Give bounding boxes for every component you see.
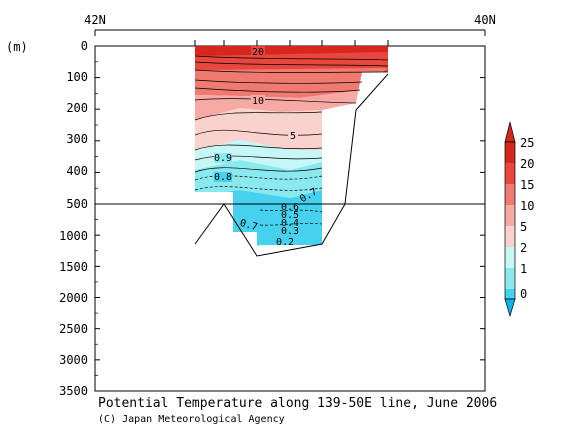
contour-label-bg [288,130,298,140]
colorbar-swatch [505,205,515,226]
contour-label-10: 10 [252,96,264,107]
y-tick-label: 1000 [59,229,88,243]
chart-title: Potential Temperature along 139-50E line… [98,396,497,411]
colorbar: 25 20 15 10 5 2 1 0 [504,121,534,318]
fill-band-20 [195,52,388,72]
fill-band-1 [195,160,322,198]
contour-label-bg [214,172,232,182]
contour-line [194,186,323,191]
fill-band-10 [195,90,362,120]
contour-label-0.8: 0.8 [214,172,232,183]
contour-line [194,111,323,121]
colorbar-label: 25 [520,136,534,150]
contour-line [194,87,361,93]
contour-label-0.2: 0.2 [276,237,294,248]
contour-label-bg [214,153,232,163]
colorbar-label: 10 [520,199,534,213]
colorbar-swatch [505,163,515,184]
y-tick-label: 2000 [59,291,88,305]
contour-label-0.6: 0.6 [281,202,299,213]
axis-ticks [94,30,486,392]
contour-label-bg [251,95,265,105]
colorbar-label: 5 [520,220,527,234]
contour-label-0.4: 0.4 [281,218,299,229]
y-tick-label: 2500 [59,322,88,336]
colorbar-swatch [505,142,515,163]
colorbar-swatch [505,268,515,289]
contour-label-0.7: 0.7 [239,218,259,233]
contour-line [194,61,389,67]
y-tick-label: 3500 [59,384,88,398]
contour-line [194,79,363,84]
contour-label-5: 5 [290,131,296,142]
contour-label-0.5: 0.5 [281,210,299,221]
credit-line: (C) Japan Meteorological Agency [98,414,285,425]
colorbar-bottom-arrow [504,298,516,318]
colorbar-swatch [505,184,515,205]
contour-line [194,55,389,61]
contour-line [259,209,323,213]
colorbar-swatch [505,247,515,268]
y-tick-label: 300 [66,132,88,146]
colorbar-top-arrow [504,121,516,143]
y-tick-label: 100 [66,70,88,84]
y-tick-label: 3000 [59,353,88,367]
station-markers [194,40,389,46]
contour-line [194,155,323,161]
colorbar-label: 0 [520,287,527,301]
contour-label-0.9: 0.9 [214,153,232,164]
colorbar-label: 15 [520,178,534,192]
y-tick-label: 400 [66,164,88,178]
contour-line [194,129,323,136]
y-tick-label: 1500 [59,260,88,274]
contour-line [194,167,323,173]
colorbar-label: 1 [520,262,527,276]
contour-line [194,69,389,73]
contour-lines [194,55,389,226]
lat-label-42n: 42N [84,13,106,27]
contour-label-20: 20 [252,47,264,58]
y-axis-unit: (m) [6,40,28,54]
colorbar-label: 2 [520,241,527,255]
contour-label-0.3: 0.3 [281,226,299,237]
y-tick-label: 500 [66,197,88,211]
y-tick-label: 200 [66,101,88,115]
contour-line [194,98,357,104]
contour-label-bg [251,46,265,56]
colorbar-swatch [505,226,515,247]
contour-line [259,223,323,226]
y-tick-label: 0 [81,39,88,53]
contour-line [194,144,323,151]
contour-line [194,175,323,181]
lat-label-40n: 40N [474,13,496,27]
colorbar-label: 20 [520,157,534,171]
colorbar-swatch [505,289,515,299]
